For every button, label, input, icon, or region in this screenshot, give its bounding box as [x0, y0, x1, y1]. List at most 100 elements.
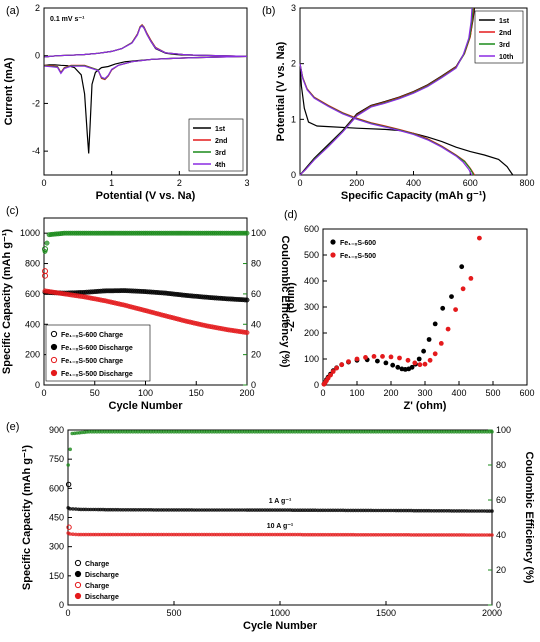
capacity-point-1 — [293, 508, 297, 512]
capacity-point-2 — [326, 532, 330, 537]
ce-point — [172, 430, 176, 434]
ce-point — [328, 430, 333, 434]
capacity-point-2 — [159, 532, 164, 537]
gcd-curve-5 — [299, 63, 475, 176]
y-tick-label: 200 — [25, 350, 40, 360]
ce-point — [343, 430, 348, 434]
capacity-point-1 — [313, 508, 318, 512]
capacity-point-1 — [126, 508, 130, 512]
ce-point — [348, 430, 353, 434]
capacity-point-2 — [136, 532, 141, 537]
capacity-point-2 — [146, 532, 151, 537]
capacity-point-2 — [404, 533, 409, 537]
capacity-point-2 — [244, 330, 250, 336]
capacity-point-1 — [270, 508, 275, 512]
capacity-point-2 — [71, 532, 75, 536]
eis-point-1 — [375, 358, 380, 364]
capacity-point-1 — [240, 508, 244, 512]
ce-point — [485, 430, 489, 434]
capacity-point-1 — [146, 508, 151, 512]
y2-tick-label: 80 — [496, 460, 506, 470]
ce-point — [120, 430, 125, 434]
capacity-point-1 — [268, 508, 272, 512]
ce-point — [477, 430, 482, 434]
eis-point-2 — [460, 286, 466, 292]
capacity-point-1 — [253, 508, 257, 512]
ce-point — [167, 430, 171, 434]
ce-point — [194, 430, 199, 434]
first-cycle-point — [65, 481, 72, 488]
eis-point-1 — [395, 364, 401, 370]
rate-label-1: 1 A g⁻¹ — [269, 498, 292, 505]
ce-point — [316, 430, 320, 434]
capacity-point-1 — [89, 507, 93, 512]
first-cycle-point — [42, 272, 49, 279]
x-axis-title: Potential (V vs. Na) — [96, 190, 196, 202]
y-axis-title: Current (mA) — [3, 57, 15, 125]
capacity-point-1 — [174, 508, 179, 512]
capacity-point-2 — [427, 533, 431, 537]
legend-label: Fe₁₋ₓS-500 — [340, 253, 376, 260]
ce-point — [364, 430, 368, 434]
x-axis-title: Cycle Number — [109, 400, 184, 412]
capacity-point-1 — [98, 507, 103, 512]
capacity-point-1 — [129, 508, 133, 512]
x-axis-title: Specific Capacity (mAh g⁻¹) — [341, 190, 487, 202]
capacity-point-1 — [172, 508, 176, 512]
ce-point — [359, 430, 363, 434]
y-tick-label: 2 — [291, 59, 296, 69]
ce-point — [247, 430, 252, 434]
ce-point — [161, 430, 166, 434]
capacity-point-2 — [361, 533, 366, 537]
legend-label: Fe₁₋ₓS-600 Discharge — [61, 345, 133, 352]
capacity-point-2 — [459, 533, 464, 537]
capacity-point-2 — [111, 532, 115, 537]
ce-point — [273, 430, 277, 434]
capacity-point-1 — [346, 508, 350, 513]
capacity-point-2 — [447, 533, 451, 537]
ce-point — [149, 430, 153, 434]
capacity-point-2 — [379, 533, 383, 537]
scan-rate-annotation: 0.1 mV s⁻¹ — [50, 16, 85, 23]
capacity-point-2 — [74, 532, 78, 537]
capacity-point-1 — [487, 509, 492, 513]
ce-point — [290, 430, 295, 434]
legend-marker — [50, 343, 58, 351]
capacity-point-2 — [457, 533, 462, 537]
capacity-point-1 — [220, 508, 224, 512]
capacity-point-2 — [194, 532, 199, 537]
ce-point — [131, 430, 135, 434]
capacity-point-2 — [414, 533, 419, 537]
capacity-point-1 — [121, 508, 125, 512]
capacity-point-2 — [154, 532, 158, 537]
legend-label: 2nd — [499, 30, 511, 37]
eis-point-1 — [416, 356, 422, 362]
capacity-point-1 — [389, 508, 393, 513]
capacity-point-1 — [449, 509, 454, 513]
ce-point — [414, 430, 419, 434]
legend-label: 1st — [215, 126, 226, 133]
capacity-point-1 — [237, 508, 242, 512]
x-tick-label: 400 — [451, 388, 466, 398]
capacity-point-1 — [177, 508, 181, 512]
capacity-point-2 — [103, 532, 108, 537]
capacity-point-1 — [333, 508, 338, 513]
eis-point-2 — [427, 357, 433, 363]
eis-point-2 — [339, 362, 345, 368]
ce-point — [187, 430, 191, 434]
capacity-point-2 — [346, 532, 350, 537]
capacity-point-1 — [134, 508, 138, 512]
capacity-point-2 — [376, 533, 381, 537]
capacity-point-1 — [123, 508, 128, 512]
capacity-point-1 — [459, 509, 464, 513]
panel-label: (a) — [6, 5, 19, 17]
ce-point — [260, 430, 265, 434]
capacity-point-2 — [151, 532, 156, 537]
capacity-point-1 — [432, 509, 436, 513]
ce-point — [401, 430, 406, 434]
capacity-point-2 — [449, 533, 454, 537]
ce-point — [386, 430, 391, 434]
capacity-point-2 — [343, 532, 348, 537]
ce-point — [215, 430, 219, 434]
capacity-point-2 — [300, 532, 305, 537]
